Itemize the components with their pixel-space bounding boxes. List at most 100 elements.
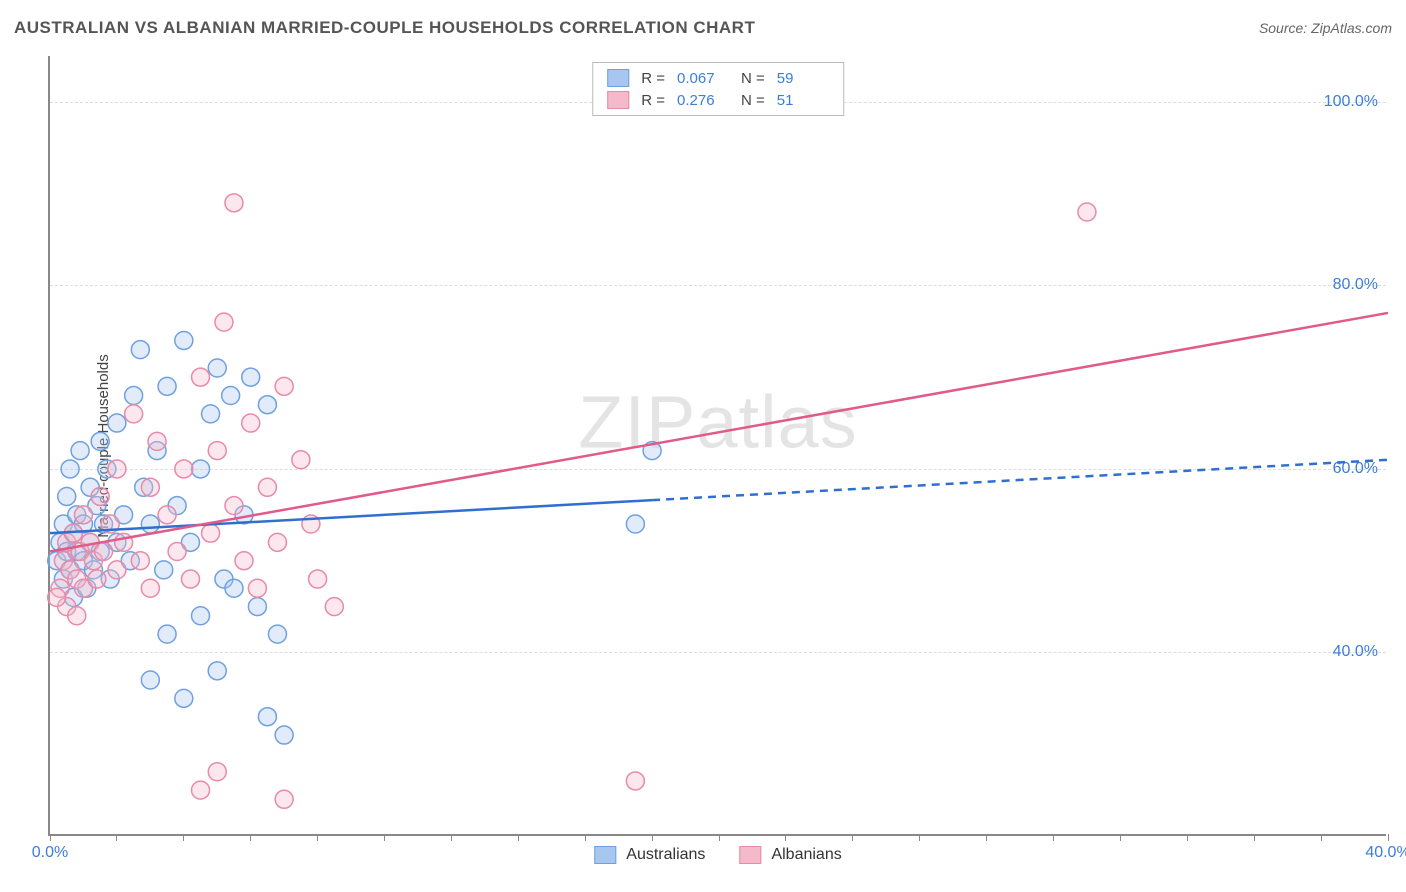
data-point <box>192 781 210 799</box>
data-point <box>168 543 186 561</box>
data-point <box>61 460 79 478</box>
data-point <box>1078 203 1096 221</box>
data-point <box>68 607 86 625</box>
source-value: ZipAtlas.com <box>1311 20 1392 36</box>
data-point <box>626 515 644 533</box>
data-point <box>292 451 310 469</box>
data-point <box>235 552 253 570</box>
data-point <box>222 387 240 405</box>
data-point <box>155 561 173 579</box>
data-point <box>268 625 286 643</box>
x-tick-mark <box>384 834 385 841</box>
data-point <box>175 331 193 349</box>
chart-title: AUSTRALIAN VS ALBANIAN MARRIED-COUPLE HO… <box>14 18 755 38</box>
data-point <box>215 313 233 331</box>
x-tick-label: 40.0% <box>1365 844 1406 862</box>
data-point <box>225 194 243 212</box>
data-point <box>192 607 210 625</box>
x-tick-mark <box>852 834 853 841</box>
data-point <box>248 598 266 616</box>
trend-line-extrapolated <box>652 460 1388 500</box>
data-point <box>225 497 243 515</box>
x-tick-mark <box>1120 834 1121 841</box>
data-point <box>258 708 276 726</box>
x-tick-mark <box>986 834 987 841</box>
x-tick-mark <box>585 834 586 841</box>
x-tick-mark <box>317 834 318 841</box>
data-point <box>141 579 159 597</box>
data-point <box>58 487 76 505</box>
data-point <box>225 579 243 597</box>
data-point <box>108 561 126 579</box>
data-point <box>325 598 343 616</box>
x-tick-mark <box>1053 834 1054 841</box>
x-tick-mark <box>116 834 117 841</box>
data-point <box>158 506 176 524</box>
data-point <box>202 405 220 423</box>
data-point <box>125 387 143 405</box>
data-point <box>208 359 226 377</box>
data-point <box>91 432 109 450</box>
scatter-plot-svg <box>50 56 1386 834</box>
trend-line <box>50 500 652 533</box>
data-point <box>192 368 210 386</box>
data-point <box>131 341 149 359</box>
data-point <box>258 396 276 414</box>
legend-label-albanians: Albanians <box>771 846 841 864</box>
data-point <box>131 552 149 570</box>
data-point <box>158 625 176 643</box>
x-tick-mark <box>518 834 519 841</box>
data-point <box>181 570 199 588</box>
data-point <box>208 662 226 680</box>
x-tick-mark <box>451 834 452 841</box>
data-point <box>242 414 260 432</box>
legend-swatch-australians <box>594 846 616 864</box>
x-tick-mark <box>719 834 720 841</box>
x-tick-mark <box>1388 834 1389 841</box>
chart-source: Source: ZipAtlas.com <box>1259 20 1392 36</box>
data-point <box>141 671 159 689</box>
data-point <box>309 570 327 588</box>
data-point <box>141 478 159 496</box>
data-point <box>48 588 66 606</box>
data-point <box>74 506 92 524</box>
data-point <box>88 570 106 588</box>
data-point <box>275 377 293 395</box>
data-point <box>158 377 176 395</box>
data-point <box>242 368 260 386</box>
legend-swatch-albanians <box>739 846 761 864</box>
x-tick-mark <box>250 834 251 841</box>
data-point <box>108 460 126 478</box>
x-tick-mark <box>50 834 51 841</box>
series-legend: Australians Albanians <box>594 846 841 864</box>
data-point <box>175 689 193 707</box>
data-point <box>175 460 193 478</box>
data-point <box>208 763 226 781</box>
data-point <box>148 432 166 450</box>
x-tick-mark <box>785 834 786 841</box>
data-point <box>626 772 644 790</box>
data-point <box>95 543 113 561</box>
data-point <box>71 442 89 460</box>
source-label: Source: <box>1259 20 1307 36</box>
data-point <box>258 478 276 496</box>
data-point <box>108 414 126 432</box>
data-point <box>275 790 293 808</box>
data-point <box>192 460 210 478</box>
x-tick-mark <box>1187 834 1188 841</box>
x-tick-label: 0.0% <box>32 844 68 862</box>
data-point <box>248 579 266 597</box>
data-point <box>268 533 286 551</box>
x-tick-mark <box>1254 834 1255 841</box>
chart-header: AUSTRALIAN VS ALBANIAN MARRIED-COUPLE HO… <box>14 18 1392 38</box>
data-point <box>91 487 109 505</box>
x-tick-mark <box>183 834 184 841</box>
data-point <box>275 726 293 744</box>
legend-item-australians: Australians <box>594 846 705 864</box>
x-tick-mark <box>919 834 920 841</box>
x-tick-mark <box>1321 834 1322 841</box>
data-point <box>202 524 220 542</box>
legend-label-australians: Australians <box>626 846 705 864</box>
data-point <box>125 405 143 423</box>
chart-plot-area: ZIPatlas 40.0%60.0%80.0%100.0% 0.0%40.0%… <box>48 56 1386 836</box>
